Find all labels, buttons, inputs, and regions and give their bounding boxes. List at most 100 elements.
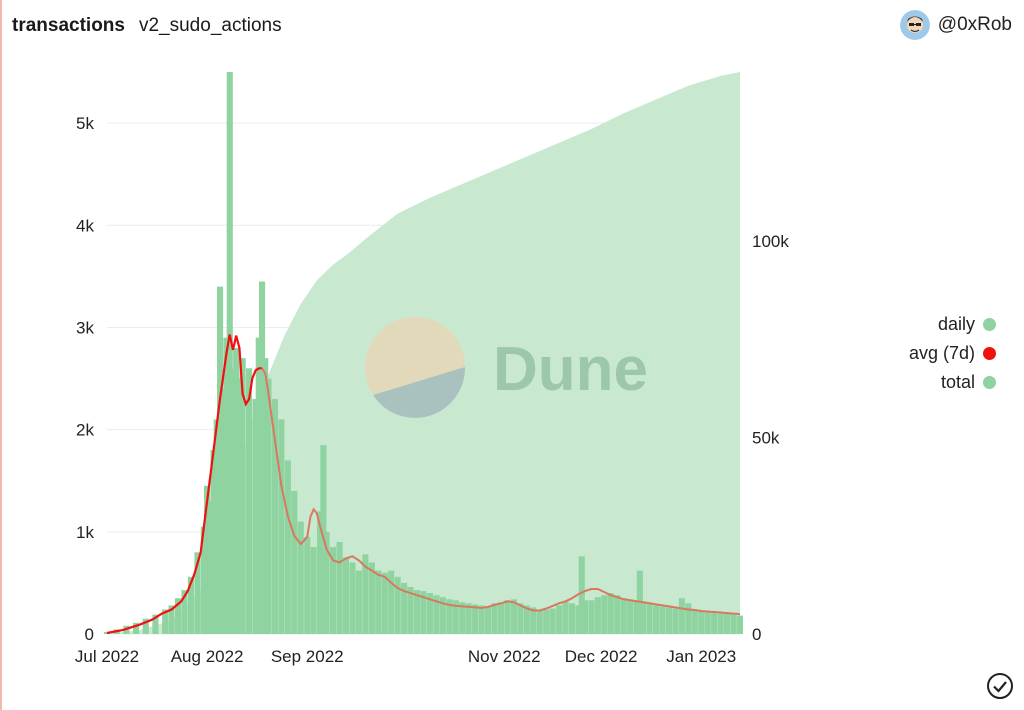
left-accent-border xyxy=(0,0,2,710)
daily-bar xyxy=(497,602,504,634)
daily-bar xyxy=(255,337,262,634)
daily-bar xyxy=(698,610,705,634)
daily-bar xyxy=(310,547,317,634)
daily-bar xyxy=(414,590,421,634)
daily-bar xyxy=(633,600,640,634)
y-left-tick-label: 1k xyxy=(76,523,94,542)
daily-bar xyxy=(217,286,224,634)
daily-bar xyxy=(284,460,291,634)
daily-bar xyxy=(452,600,459,634)
daily-bar xyxy=(717,613,724,634)
watermark-logo-bottom xyxy=(373,367,466,418)
daily-bar xyxy=(407,587,414,634)
daily-bar xyxy=(262,358,269,634)
daily-bar xyxy=(607,593,614,634)
daily-bar xyxy=(478,605,485,634)
daily-bar xyxy=(620,598,627,634)
daily-bar xyxy=(323,531,330,634)
avatar-icon xyxy=(899,10,930,40)
daily-bar xyxy=(355,570,362,634)
dune-watermark: Dune xyxy=(365,317,648,418)
daily-bar xyxy=(504,600,511,634)
daily-bar xyxy=(220,388,227,634)
chart-header: transactions v2_sudo_actions xyxy=(12,12,282,40)
daily-bar xyxy=(226,72,233,634)
daily-bar xyxy=(252,399,259,634)
avg-line-late xyxy=(261,367,741,616)
daily-bar xyxy=(304,536,311,634)
daily-bar xyxy=(133,622,140,634)
legend-label-daily: daily xyxy=(937,314,975,334)
daily-bar xyxy=(439,597,446,634)
daily-bar xyxy=(187,576,194,634)
daily-bar xyxy=(730,613,737,634)
daily-bar xyxy=(297,521,304,634)
legend-dot-avg xyxy=(983,347,996,360)
daily-bar xyxy=(162,609,169,634)
daily-bar xyxy=(446,599,453,634)
daily-bar xyxy=(426,593,433,634)
daily-bar xyxy=(142,618,149,634)
daily-bar xyxy=(368,562,375,634)
y-left-tick-label: 4k xyxy=(76,216,94,235)
daily-bar xyxy=(562,601,569,634)
daily-bar xyxy=(704,611,711,634)
daily-bar xyxy=(556,605,563,634)
legend-item-daily[interactable]: daily xyxy=(938,314,996,335)
daily-bar xyxy=(459,602,466,634)
legend-dot-total xyxy=(983,376,996,389)
daily-bar xyxy=(401,582,408,634)
daily-bar xyxy=(233,347,240,634)
chart-title: transactions xyxy=(12,15,125,36)
daily-bar xyxy=(724,612,731,634)
daily-bar xyxy=(181,590,188,634)
daily-bar xyxy=(665,607,672,634)
daily-bar xyxy=(375,570,382,634)
daily-bar xyxy=(229,368,236,634)
axes: 0 1k 2k 3k 4k 5k 0 50k 100k Jul 2022 Aug 2022 Sep 2… xyxy=(75,114,790,666)
avg-series xyxy=(106,334,741,635)
daily-bar xyxy=(433,595,440,634)
daily-bar xyxy=(103,632,110,634)
y-left-tick-label: 0 xyxy=(85,625,94,644)
daily-bar xyxy=(381,572,388,634)
daily-bar xyxy=(152,614,159,634)
y-left-tick-label: 2k xyxy=(76,421,94,440)
x-tick-label: Sep 2022 xyxy=(271,647,344,666)
daily-bar xyxy=(601,595,608,634)
daily-bar xyxy=(536,609,543,634)
daily-bar xyxy=(672,608,679,634)
daily-bar xyxy=(523,605,530,634)
legend-item-avg[interactable]: avg (7d) xyxy=(909,343,996,364)
daily-bar xyxy=(594,597,601,634)
x-tick-label: Jan 2023 xyxy=(666,647,736,666)
daily-bar xyxy=(711,612,718,634)
daily-bar xyxy=(259,281,266,634)
daily-bar xyxy=(204,485,211,634)
legend-item-total[interactable]: total xyxy=(941,372,996,393)
daily-bar xyxy=(420,591,427,634)
daily-bar xyxy=(578,556,585,634)
x-tick-label: Nov 2022 xyxy=(468,647,541,666)
daily-bar xyxy=(517,603,524,634)
daily-bar xyxy=(510,599,517,634)
y-right-tick-label: 100k xyxy=(752,232,789,251)
avg-line-early xyxy=(106,334,262,635)
daily-bar xyxy=(640,601,647,634)
author-name: @0xRob xyxy=(937,14,1012,35)
daily-bar xyxy=(207,501,214,634)
daily-bar xyxy=(465,603,472,634)
x-tick-label: Aug 2022 xyxy=(171,647,244,666)
daily-bar xyxy=(349,562,356,634)
author-link[interactable]: @0xRob xyxy=(899,10,1012,40)
daily-bar xyxy=(491,603,498,634)
daily-bar xyxy=(653,605,660,634)
daily-bar xyxy=(614,595,621,634)
daily-bar xyxy=(200,526,207,634)
daily-bar xyxy=(265,378,272,634)
legend-label-total: total xyxy=(940,372,975,392)
y-right-tick-label: 50k xyxy=(752,428,780,447)
daily-bar xyxy=(394,576,401,634)
check-circle-icon[interactable] xyxy=(986,672,1014,700)
